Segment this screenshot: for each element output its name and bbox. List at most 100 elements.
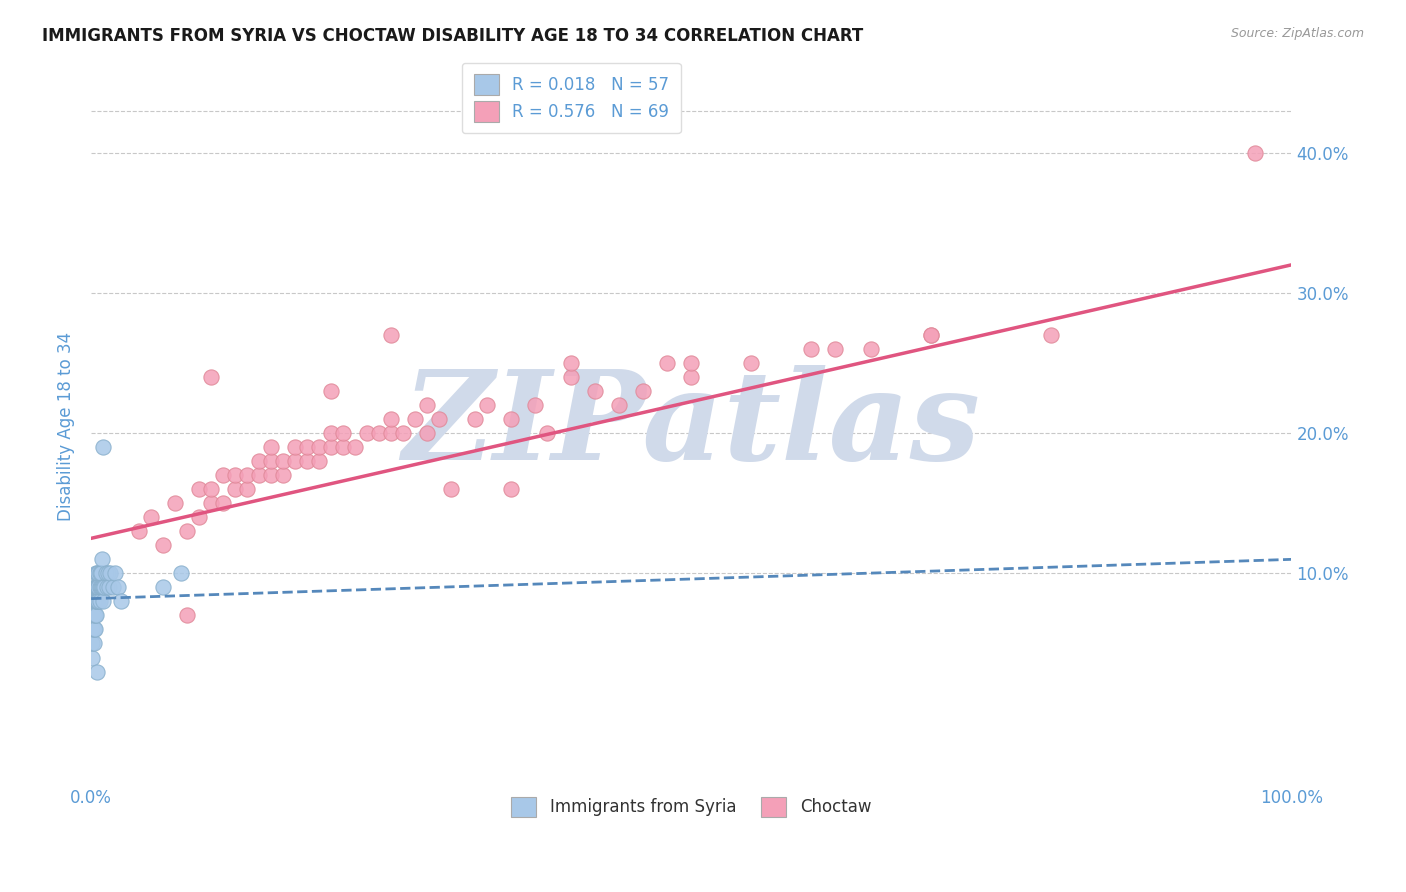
Point xyxy=(82,623,104,637)
Point xyxy=(96,581,118,595)
Point xyxy=(83,608,105,623)
Point xyxy=(83,594,105,608)
Point xyxy=(247,454,270,468)
Point xyxy=(107,581,129,595)
Point xyxy=(86,566,108,581)
Point xyxy=(860,342,883,356)
Point xyxy=(91,594,114,608)
Point xyxy=(332,426,354,441)
Point xyxy=(87,581,110,595)
Point xyxy=(260,454,283,468)
Point xyxy=(91,440,114,454)
Point xyxy=(104,566,127,581)
Point xyxy=(271,454,294,468)
Point xyxy=(740,356,762,370)
Point xyxy=(128,524,150,539)
Point xyxy=(824,342,846,356)
Point xyxy=(416,398,439,412)
Point xyxy=(90,581,112,595)
Point xyxy=(224,482,246,496)
Point xyxy=(89,581,111,595)
Point xyxy=(247,468,270,483)
Point xyxy=(188,510,211,524)
Point xyxy=(536,426,558,441)
Point xyxy=(94,566,117,581)
Point xyxy=(83,594,105,608)
Point xyxy=(464,412,486,426)
Point xyxy=(83,623,105,637)
Point xyxy=(86,581,108,595)
Point xyxy=(82,650,104,665)
Point xyxy=(200,370,222,384)
Point xyxy=(236,468,259,483)
Text: IMMIGRANTS FROM SYRIA VS CHOCTAW DISABILITY AGE 18 TO 34 CORRELATION CHART: IMMIGRANTS FROM SYRIA VS CHOCTAW DISABIL… xyxy=(42,27,863,45)
Point xyxy=(170,566,193,581)
Point xyxy=(110,594,132,608)
Point xyxy=(212,468,235,483)
Point xyxy=(321,384,343,398)
Point xyxy=(82,623,104,637)
Point xyxy=(90,566,112,581)
Point xyxy=(83,608,105,623)
Point xyxy=(295,440,318,454)
Point xyxy=(633,384,655,398)
Text: ZIPatlas: ZIPatlas xyxy=(402,366,980,487)
Text: Source: ZipAtlas.com: Source: ZipAtlas.com xyxy=(1230,27,1364,40)
Point xyxy=(84,566,107,581)
Point xyxy=(681,356,703,370)
Point xyxy=(83,623,105,637)
Point xyxy=(344,440,367,454)
Point xyxy=(392,426,415,441)
Point xyxy=(477,398,499,412)
Point xyxy=(560,356,582,370)
Point xyxy=(91,581,114,595)
Point xyxy=(176,524,198,539)
Point xyxy=(224,468,246,483)
Point xyxy=(260,468,283,483)
Point xyxy=(332,440,354,454)
Point xyxy=(321,440,343,454)
Y-axis label: Disability Age 18 to 34: Disability Age 18 to 34 xyxy=(58,332,75,521)
Point xyxy=(284,454,307,468)
Legend: Immigrants from Syria, Choctaw: Immigrants from Syria, Choctaw xyxy=(503,789,880,825)
Point xyxy=(87,566,110,581)
Point xyxy=(284,440,307,454)
Point xyxy=(308,454,330,468)
Point xyxy=(356,426,378,441)
Point xyxy=(321,426,343,441)
Point xyxy=(83,623,105,637)
Point xyxy=(98,581,121,595)
Point xyxy=(82,636,104,650)
Point xyxy=(236,482,259,496)
Point xyxy=(86,594,108,608)
Point xyxy=(83,594,105,608)
Point xyxy=(1040,328,1063,343)
Point xyxy=(84,594,107,608)
Point xyxy=(87,581,110,595)
Point xyxy=(607,398,630,412)
Point xyxy=(83,636,105,650)
Point xyxy=(86,581,108,595)
Point xyxy=(84,594,107,608)
Point xyxy=(440,482,463,496)
Point xyxy=(920,328,942,343)
Point xyxy=(380,426,402,441)
Point xyxy=(93,581,115,595)
Point xyxy=(404,412,426,426)
Point xyxy=(560,370,582,384)
Point xyxy=(91,552,114,566)
Point xyxy=(152,581,174,595)
Point xyxy=(176,608,198,623)
Point xyxy=(84,581,107,595)
Point xyxy=(200,482,222,496)
Point xyxy=(501,412,523,426)
Point xyxy=(86,665,108,679)
Point xyxy=(368,426,391,441)
Point xyxy=(165,496,187,510)
Point xyxy=(380,328,402,343)
Point xyxy=(87,594,110,608)
Point xyxy=(416,426,439,441)
Point xyxy=(83,608,105,623)
Point xyxy=(501,482,523,496)
Point xyxy=(98,566,121,581)
